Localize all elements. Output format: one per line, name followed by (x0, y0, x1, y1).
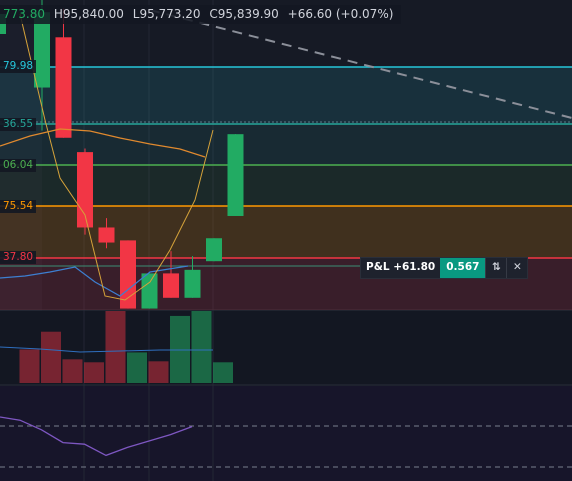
volume-bar-4 (84, 362, 104, 383)
volume-pane-bg (0, 311, 572, 385)
fib-zone-2 (0, 124, 572, 165)
ohlc-high: H95,840.00 (53, 7, 124, 21)
candle-body-9 (227, 134, 244, 216)
volume-bars (0, 311, 233, 383)
fib-label-level-5: 37.80 (0, 251, 37, 264)
volume-bar-5 (105, 311, 126, 383)
fib-label-level-3: 06.04 (0, 159, 37, 172)
fib-label-level-1: 79.98 (0, 60, 37, 73)
volume-bar-1 (19, 349, 40, 383)
lower-band-line (0, 265, 189, 297)
candle-body-4 (120, 240, 136, 309)
position-line-widget[interactable]: P&L +61.80 0.567 ⇅ ✕ (360, 257, 529, 279)
volume-bar-7 (148, 361, 169, 383)
candle-body-5 (141, 273, 158, 309)
fib-zone-3 (0, 165, 572, 206)
candle-body-1 (55, 37, 72, 138)
fib-zone-4 (0, 206, 572, 258)
candle-body-6 (163, 273, 179, 298)
fib-label-level-4: 75.54 (0, 200, 37, 213)
fib-label-level-2: 36.55 (0, 118, 37, 131)
trend-line[interactable] (149, 9, 572, 119)
rsi-pane-bg (0, 386, 572, 481)
rsi-pane (0, 416, 572, 468)
volume-bar-10 (213, 362, 233, 383)
volume-bar-6 (127, 352, 147, 383)
price-line (19, 13, 214, 301)
ohlc-low: L95,773.20 (132, 7, 201, 21)
volume-ma-line (0, 346, 213, 353)
fib-zone-1 (0, 67, 572, 124)
ohlc-open: 773.80 (3, 7, 45, 21)
close-icon[interactable]: ✕ (506, 258, 528, 278)
fibonacci-retracement[interactable] (0, 66, 572, 310)
candle-body-8 (206, 238, 222, 262)
ohlc-legend: 773.80 H95,840.00 L95,773.20 C95,839.90 … (0, 5, 402, 24)
candle-body-partial (0, 14, 6, 34)
position-quantity[interactable]: 0.567 (440, 258, 486, 278)
volume-bar-9 (191, 311, 212, 383)
arrows-up-down-icon[interactable]: ⇅ (485, 258, 507, 278)
candle-body-7 (184, 269, 201, 298)
pnl-label: P&L +61.80 (361, 258, 441, 278)
rsi-line (0, 416, 193, 457)
moving-average-line (0, 128, 206, 158)
ohlc-change: +66.60 (+0.07%) (287, 7, 394, 21)
dashed-trend-line (149, 9, 572, 119)
price-candles (0, 0, 244, 309)
candle-body-3 (98, 227, 115, 243)
ohlc-close: C95,839.90 (209, 7, 279, 21)
volume-bar-2 (41, 331, 61, 383)
volume-bar-3 (62, 359, 83, 383)
candle-body-0 (34, 12, 50, 88)
volume-bar-8 (170, 315, 190, 383)
